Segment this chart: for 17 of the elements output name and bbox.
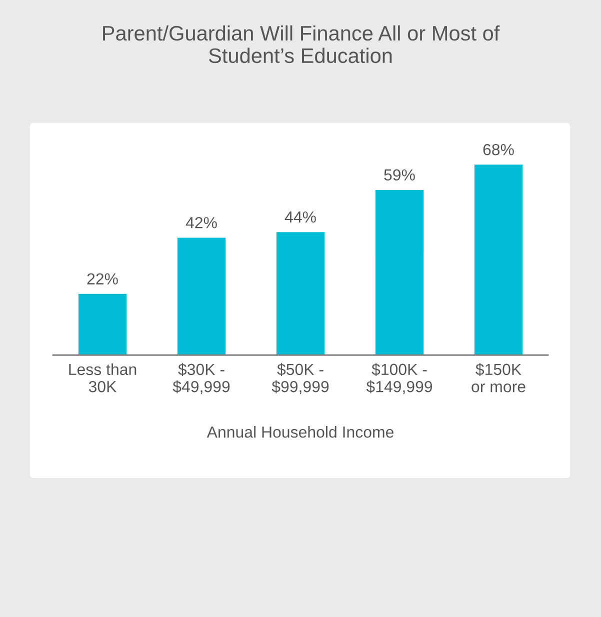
bar <box>473 163 524 356</box>
x-tick-label: $100K - $149,999 <box>366 363 432 394</box>
data-label: 68% <box>483 144 514 156</box>
x-tick-label: $30K - $49,999 <box>172 363 230 394</box>
chart-title: Parent/Guardian Will Finance All or Most of Student’s Education <box>103 25 500 64</box>
data-label: 59% <box>384 169 415 181</box>
bar <box>275 230 326 356</box>
bar <box>176 236 227 356</box>
bar <box>374 188 425 356</box>
bar <box>77 292 128 356</box>
data-label: 22% <box>87 273 118 284</box>
x-tick-label: $50K - $99,999 <box>272 363 329 394</box>
x-tick-label: Less than 30K <box>69 363 136 392</box>
x-axis-title: Annual Household Income <box>206 426 394 438</box>
data-label: 42% <box>186 217 217 228</box>
data-label: 44% <box>284 211 316 223</box>
x-tick-label: $150K or more <box>472 363 526 392</box>
